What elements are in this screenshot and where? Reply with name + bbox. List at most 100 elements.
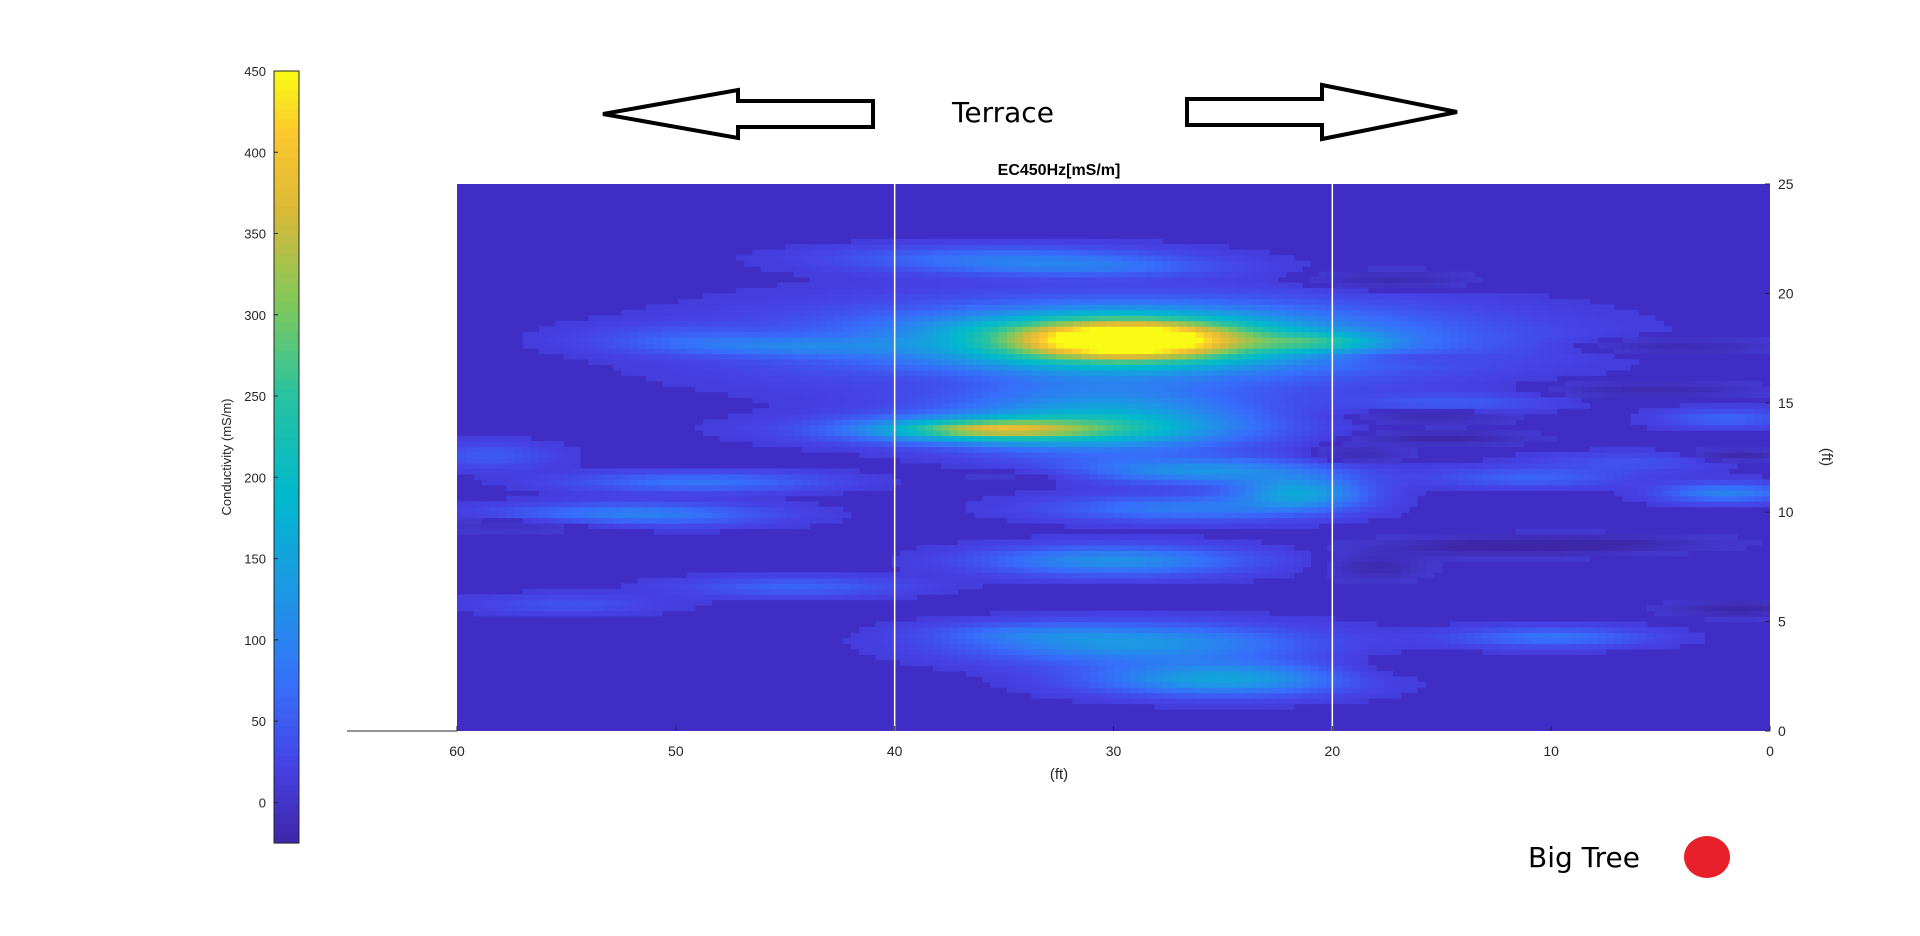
heatmap-cell <box>1359 501 1369 508</box>
heatmap-cell <box>1211 495 1221 502</box>
heatmap-cell <box>736 419 745 426</box>
heatmap-cell <box>1384 561 1394 568</box>
heatmap-cell <box>1499 545 1508 551</box>
heatmap-cell <box>1179 692 1188 699</box>
heatmap-cell <box>1392 452 1402 458</box>
heatmap-cell <box>1261 397 1270 404</box>
heatmap-cell <box>1113 550 1123 557</box>
heatmap-cell <box>465 506 474 513</box>
heatmap-cell <box>1138 441 1147 448</box>
heatmap-cell <box>694 599 704 606</box>
heatmap-cell <box>1679 545 1689 551</box>
heatmap-cell <box>932 397 942 404</box>
heatmap-cell <box>1121 446 1131 453</box>
heatmap-cell <box>1417 397 1426 404</box>
heatmap-cell <box>1203 681 1213 688</box>
heatmap-cell <box>1039 512 1049 519</box>
heatmap-cell <box>1384 643 1394 650</box>
colorbar-segment <box>274 505 299 516</box>
heatmap-cell <box>1105 621 1114 628</box>
heatmap-cell <box>867 452 877 458</box>
heatmap-cell <box>1105 555 1114 562</box>
heatmap-cell <box>1646 539 1656 546</box>
heatmap-cell <box>1129 424 1139 431</box>
heatmap-cell <box>1105 572 1114 579</box>
heatmap-cell <box>1146 424 1156 431</box>
heatmap-cell <box>1105 419 1114 426</box>
heatmap-cell <box>1121 441 1131 448</box>
heatmap-cell <box>1605 621 1615 628</box>
heatmap-cell <box>1638 473 1648 480</box>
heatmap-cell <box>1023 676 1032 683</box>
heatmap-cell <box>670 490 680 497</box>
heatmap-cell <box>1318 413 1328 420</box>
heatmap-cell <box>1277 506 1287 513</box>
heatmap-cell <box>1162 506 1172 513</box>
heatmap-cell <box>801 402 811 409</box>
heatmap-cell <box>637 517 647 524</box>
heatmap-cell <box>1006 670 1016 677</box>
heatmap-cell <box>1581 550 1590 557</box>
heatmap-cell <box>1097 665 1106 672</box>
heatmap-cell <box>785 588 794 595</box>
heatmap-cell <box>1179 408 1188 415</box>
heatmap-cell <box>1236 452 1246 458</box>
heatmap-cell <box>1753 479 1763 486</box>
heatmap-cell <box>998 452 1008 458</box>
heatmap-cell <box>711 484 721 491</box>
heatmap-cell <box>1072 391 1082 398</box>
heatmap-cell <box>1384 627 1394 634</box>
heatmap-cell <box>1056 419 1065 426</box>
heatmap-cell <box>506 523 515 530</box>
heatmap-cell <box>982 643 991 650</box>
heatmap-cell <box>1712 501 1722 508</box>
heatmap-cell <box>982 397 991 404</box>
heatmap-cell <box>1277 621 1287 628</box>
heatmap-cell <box>1056 687 1065 694</box>
heatmap-cell <box>1146 621 1156 628</box>
heatmap-cell <box>1105 430 1114 437</box>
heatmap-cell <box>1466 484 1476 491</box>
heatmap-cell <box>514 512 524 519</box>
heatmap-cell <box>1696 419 1705 426</box>
heatmap-cell <box>932 424 942 431</box>
heatmap-cell <box>1474 545 1484 551</box>
heatmap-cell <box>1523 473 1533 480</box>
heatmap-cell <box>1097 452 1106 458</box>
heatmap-cell <box>859 484 868 491</box>
heatmap-cell <box>1195 512 1205 519</box>
heatmap-cell <box>678 495 688 502</box>
heatmap-cell <box>1097 490 1106 497</box>
heatmap-cell <box>1047 495 1057 502</box>
heatmap-cell <box>1121 452 1131 458</box>
heatmap-cell <box>1129 670 1139 677</box>
heatmap-cell <box>1121 523 1131 530</box>
heatmap-cell <box>1162 616 1172 623</box>
heatmap-cell <box>1367 621 1377 628</box>
heatmap-cell <box>1129 413 1139 420</box>
heatmap-cell <box>629 523 639 530</box>
heatmap-cell <box>1088 692 1098 699</box>
heatmap-cell <box>1540 473 1549 480</box>
heatmap-cell <box>1088 681 1098 688</box>
heatmap-cell <box>1261 627 1270 634</box>
colorbar-segment <box>274 553 299 564</box>
heatmap-cell <box>1605 446 1615 453</box>
heatmap-cell <box>1105 545 1114 551</box>
heatmap-cell <box>1687 599 1697 606</box>
heatmap-cell <box>1203 561 1213 568</box>
heatmap-cell <box>1343 545 1352 551</box>
heatmap-cell <box>1376 632 1385 639</box>
heatmap-cell <box>957 391 967 398</box>
heatmap-cell <box>1220 643 1229 650</box>
heatmap-cell <box>1179 648 1188 655</box>
heatmap-cell <box>1400 638 1410 644</box>
heatmap-cell <box>908 424 918 431</box>
heatmap-cell <box>1253 621 1262 628</box>
heatmap-cell <box>752 501 762 508</box>
heatmap-cell <box>859 424 868 431</box>
heatmap-cell <box>1138 523 1147 530</box>
heatmap-cell <box>1236 577 1246 584</box>
heatmap-cell <box>1704 452 1714 458</box>
heatmap-cell <box>1220 468 1229 475</box>
